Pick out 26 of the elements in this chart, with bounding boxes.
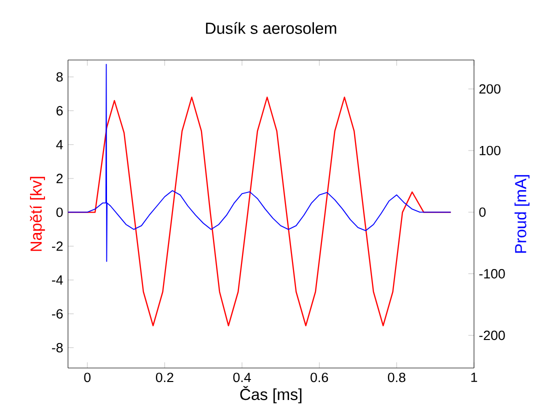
- y-tick-label: 8: [56, 72, 63, 82]
- y-tick-label: 4: [56, 140, 63, 150]
- y-tick-label: -6: [52, 309, 63, 319]
- y-tick-label: -8: [52, 342, 63, 352]
- y2-tick-label: 200: [479, 84, 500, 94]
- y-tick-label: 6: [56, 106, 63, 116]
- x-tick-label: 0.6: [310, 372, 328, 382]
- y2-tick-label: 0: [479, 207, 486, 217]
- y-axis-title: Napětí [kv]: [30, 176, 45, 251]
- y-tick-label: -2: [52, 242, 63, 251]
- x-tick-label: 0.4: [233, 372, 251, 382]
- x-axis-title: Čas [ms]: [240, 386, 302, 404]
- x-tick-label: 0.8: [388, 372, 406, 382]
- x-tick-label: 0: [84, 372, 91, 382]
- y-tick-label: -4: [52, 275, 63, 285]
- y2-tick-label: 100: [480, 146, 500, 156]
- y2-tick-label: -100: [479, 269, 505, 278]
- line-series: [68, 64, 452, 262]
- y-tick-label: 0: [56, 208, 63, 218]
- y-tick-label: 2: [56, 174, 63, 184]
- y2-tick-label: -200: [479, 330, 505, 340]
- x-tick-label: 0.2: [156, 372, 174, 382]
- y2-axis-title: Proud [mA]: [514, 175, 530, 253]
- line-series: [68, 96, 452, 326]
- x-tick-label: 1: [471, 372, 478, 382]
- chart-title: Dusík s aerosolem: [206, 22, 336, 34]
